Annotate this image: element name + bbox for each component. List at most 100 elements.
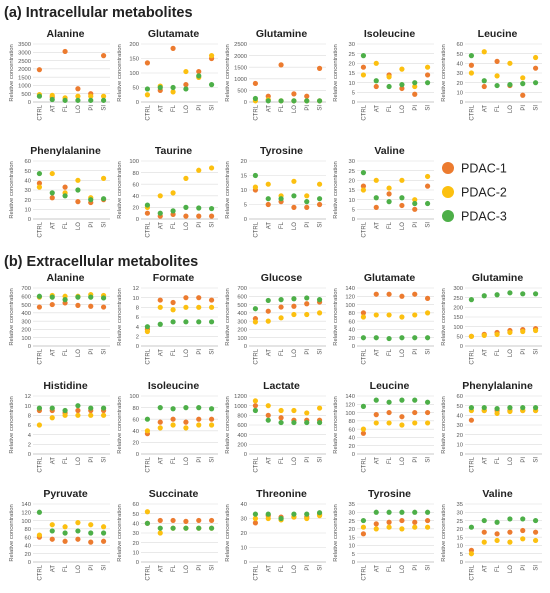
intra-tyrosine-ytick-label: 20 bbox=[241, 159, 247, 165]
extra-glutamate-xtick-label: LO bbox=[400, 349, 406, 357]
extra-glutamate-xtick-label: FL bbox=[387, 348, 393, 356]
extra-isoleucine-xtick-label: LO bbox=[184, 457, 190, 465]
extra-leucine-xtick-label: PI bbox=[413, 457, 419, 463]
intra-valine-point-pdac-3-fl bbox=[386, 199, 392, 205]
intra-leucine-point-pdac-2-si bbox=[532, 54, 539, 61]
extra-isoleucine-ylabel: Relative concentration bbox=[117, 396, 123, 453]
extra-isoleucine-point-pdac-2-fl bbox=[170, 422, 176, 428]
extra-histidine-ytick-label: 2 bbox=[28, 443, 31, 449]
extra-histidine-point-pdac-3-lo bbox=[75, 403, 81, 409]
extra-glucose-xtick-label: AT bbox=[266, 349, 272, 357]
extra-isoleucine-xtick-label: AT bbox=[158, 457, 164, 465]
intra-valine-point-pdac-2-at bbox=[373, 177, 379, 183]
extra-glutamate-point-pdac-2-si bbox=[424, 310, 431, 316]
intra-tyrosine-xtick-label: PI bbox=[305, 222, 311, 228]
intra-valine-xtick-label: LO bbox=[400, 222, 406, 230]
legend-marker-pdac-3 bbox=[442, 210, 454, 222]
intra-isoleucine-xtick-label: FL bbox=[387, 104, 393, 112]
extra-histidine-point-pdac-2-at bbox=[49, 415, 55, 421]
intra-leucine-ytick-label: 10 bbox=[457, 91, 463, 97]
extra-formate-point-pdac-3-si bbox=[208, 319, 215, 325]
intra-taurine-ytick-label: 100 bbox=[129, 159, 139, 165]
intra-glutamine-chart: Glutamine 0 500 1000 1500 2000 2500 CTRL AT FL LO P… bbox=[225, 28, 326, 121]
extra-formate-xtick-label: SI bbox=[210, 349, 216, 355]
extra-phenylalanine-ytick-label: 50 bbox=[457, 404, 463, 410]
intra-taurine-point-pdac-1-si bbox=[208, 213, 215, 219]
intra-alanine-point-pdac-2-lo bbox=[75, 93, 81, 99]
extra-threonine-xtick-label: AT bbox=[266, 565, 272, 573]
intra-phenylalanine-point-pdac-3-ctrl bbox=[36, 170, 43, 177]
extra-alanine-xtick-label: AT bbox=[50, 349, 56, 357]
extra-succinate-point-pdac-1-fl bbox=[170, 517, 176, 524]
extra-pyruvate-point-pdac-1-fl bbox=[62, 538, 68, 544]
intra-leucine-title: Leucine bbox=[478, 28, 518, 40]
intra-leucine-ylabel: Relative concentration bbox=[441, 44, 447, 101]
extra-alanine-point-pdac-3-pi bbox=[88, 294, 94, 300]
extra-formate-xtick-label: LO bbox=[184, 349, 190, 357]
extra-phenylalanine-xtick-label: FL bbox=[495, 456, 501, 464]
extra-tyrosine-point-pdac-3-pi bbox=[412, 509, 418, 515]
extra-phenylalanine-ytick-label: 20 bbox=[457, 433, 463, 439]
intra-tyrosine-point-pdac-3-pi bbox=[304, 199, 310, 205]
extra-formate-point-pdac-1-si bbox=[208, 297, 215, 303]
intra-glutamate-point-pdac-3-fl bbox=[170, 84, 176, 91]
intra-leucine-point-pdac-1-ctrl bbox=[468, 62, 475, 68]
extra-threonine-xtick-label: LO bbox=[292, 565, 298, 573]
extra-lactate-xtick-label: PI bbox=[305, 457, 311, 463]
intra-phenylalanine-chart: Phenylalanine 0 10 20 30 40 50 60 CTRL AT FL LO PI SI… bbox=[9, 145, 110, 238]
intra-taurine-ytick-label: 60 bbox=[133, 182, 139, 188]
extra-lactate-chart: Lactate 0 200 400 600 800 1000 1200 CTRL AT FL LO PI… bbox=[225, 380, 326, 473]
intra-leucine-xtick-label: SI bbox=[534, 105, 540, 111]
intra-phenylalanine-ytick-label: 60 bbox=[25, 159, 31, 165]
extra-histidine-point-pdac-2-si bbox=[100, 412, 107, 418]
extra-lactate-point-pdac-2-lo bbox=[291, 407, 297, 414]
intra-isoleucine-ylabel: Relative concentration bbox=[333, 44, 339, 101]
intra-isoleucine-point-pdac-1-si bbox=[424, 72, 431, 78]
extra-phenylalanine-xtick-label: LO bbox=[508, 457, 514, 465]
extra-valine-point-pdac-1-pi bbox=[520, 527, 526, 534]
intra-glutamine-xtick-label: AT bbox=[266, 105, 272, 113]
extra-alanine-point-pdac-3-at bbox=[49, 294, 55, 300]
intra-isoleucine-point-pdac-3-pi bbox=[412, 80, 418, 86]
extra-glucose-xtick-label: FL bbox=[279, 348, 285, 356]
extra-glucose-point-pdac-2-fl bbox=[278, 315, 284, 321]
extra-succinate-point-pdac-3-lo bbox=[183, 525, 189, 531]
intra-glutamine-ylabel: Relative concentration bbox=[225, 44, 231, 101]
intra-alanine-xtick-label: PI bbox=[89, 105, 95, 111]
extra-leucine-point-pdac-3-ctrl bbox=[360, 403, 367, 409]
extra-leucine-ytick-label: 0 bbox=[352, 452, 355, 458]
section-b-title: (b) Extracellular metabolites bbox=[4, 254, 198, 270]
extra-leucine-point-pdac-3-at bbox=[373, 397, 379, 403]
extra-histidine-title: Histidine bbox=[43, 380, 87, 392]
intra-isoleucine-point-pdac-3-lo bbox=[399, 82, 405, 88]
intra-valine-point-pdac-2-fl bbox=[386, 185, 392, 191]
intra-taurine-ytick-label: 20 bbox=[133, 206, 139, 212]
intra-leucine-point-pdac-1-at bbox=[481, 83, 487, 90]
extra-formate-point-pdac-1-lo bbox=[183, 295, 189, 301]
extra-glucose-ytick-label: 400 bbox=[237, 311, 247, 317]
extra-glucose-ytick-label: 100 bbox=[237, 336, 247, 342]
extra-glutamine-point-pdac-2-lo bbox=[507, 329, 513, 336]
extra-lactate-xtick-label: FL bbox=[279, 456, 285, 464]
extra-valine-xtick-label: AT bbox=[482, 565, 488, 573]
extra-valine-ytick-label: 15 bbox=[457, 535, 463, 541]
extra-alanine-point-pdac-3-si bbox=[100, 295, 107, 301]
extra-glutamine-point-pdac-3-si bbox=[532, 291, 539, 297]
extra-threonine-ytick-label: 10 bbox=[241, 546, 247, 552]
intra-isoleucine-point-pdac-3-ctrl bbox=[360, 53, 367, 59]
extra-pyruvate-ytick-label: 100 bbox=[21, 519, 31, 525]
extra-isoleucine-xtick-label: PI bbox=[197, 457, 203, 463]
extra-glutamine-ytick-label: 100 bbox=[453, 325, 463, 331]
intra-taurine-point-pdac-2-lo bbox=[183, 175, 189, 181]
extra-lactate-xtick-label: LO bbox=[292, 457, 298, 465]
extra-glutamine-ytick-label: 250 bbox=[453, 296, 463, 302]
extra-glutamate-ytick-label: 140 bbox=[345, 286, 355, 292]
extra-valine-point-pdac-2-lo bbox=[507, 539, 513, 545]
intra-valine-ytick-label: 5 bbox=[352, 208, 355, 214]
extra-valine-xtick-label: FL bbox=[495, 564, 501, 572]
intra-valine-ytick-label: 25 bbox=[349, 169, 355, 175]
extra-formate-ytick-label: 2 bbox=[136, 335, 139, 341]
extra-leucine-point-pdac-3-si bbox=[424, 399, 431, 405]
extra-succinate-point-pdac-1-si bbox=[208, 517, 215, 524]
intra-valine-point-pdac-1-at bbox=[373, 204, 379, 210]
